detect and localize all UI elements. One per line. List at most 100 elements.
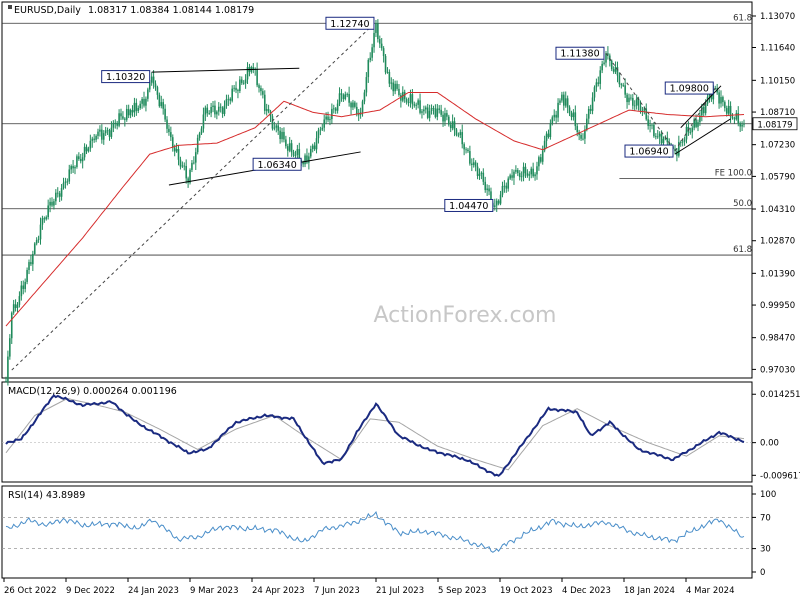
candle-body <box>279 130 281 140</box>
candle-body <box>265 109 268 111</box>
candle-body <box>112 122 115 128</box>
candle-body <box>302 162 304 165</box>
candle-body <box>494 205 496 207</box>
candle-body <box>632 97 634 106</box>
price-tick-label: 1.05790 <box>760 172 795 182</box>
price-tick-label: 1.02870 <box>760 237 795 247</box>
candle-body <box>342 94 345 100</box>
candle-body <box>327 116 329 121</box>
candle-body <box>363 92 366 102</box>
candle-body <box>724 102 726 109</box>
candle-body <box>505 185 508 189</box>
price-tick-label: 1.01390 <box>760 269 795 279</box>
candle-body <box>179 159 182 167</box>
candle-body <box>18 296 21 305</box>
candle-body <box>678 141 680 156</box>
candle-body <box>601 63 603 71</box>
candle-body <box>729 105 732 117</box>
candle-body <box>697 122 699 127</box>
candle-body <box>369 57 372 60</box>
candle-body <box>292 152 295 156</box>
candle-body <box>219 106 222 108</box>
candle-body <box>275 125 278 128</box>
candle-body <box>74 166 76 169</box>
candle-body <box>30 262 32 265</box>
candle-body <box>693 119 695 128</box>
candle-body <box>440 109 442 115</box>
candle-body <box>22 285 25 289</box>
candle-body <box>45 217 48 220</box>
candle-body <box>371 47 373 58</box>
swing-label: 1.10320 <box>106 72 145 83</box>
price-tick-label: 1.13070 <box>760 12 795 22</box>
candle-body <box>421 111 423 113</box>
candle-body <box>53 201 55 206</box>
candle-body <box>235 87 237 91</box>
candle-body <box>591 97 594 111</box>
candle-body <box>476 166 479 176</box>
time-tick-label: 7 Jun 2023 <box>314 586 360 596</box>
candle-body <box>162 102 164 109</box>
price-panel <box>1 1 753 379</box>
level-lines-layer: 61.8 FE 100.0 50.0 61.8 <box>2 13 752 256</box>
candle-body <box>551 117 554 124</box>
candle-body <box>152 76 155 84</box>
candle-body <box>281 131 283 140</box>
candle-body <box>388 71 391 84</box>
candle-body <box>317 130 320 139</box>
candle-body <box>338 93 341 104</box>
candle-body <box>409 94 412 103</box>
candle-body <box>20 285 23 297</box>
candle-body <box>229 98 232 101</box>
candle-body <box>520 176 523 178</box>
candle-body <box>58 193 61 197</box>
candle-body <box>517 170 519 174</box>
candle-body <box>154 83 157 88</box>
candle-body <box>193 162 195 164</box>
candle-body <box>461 132 464 145</box>
candle-body <box>129 110 132 116</box>
candle-body <box>319 129 322 131</box>
candle-body <box>417 100 419 105</box>
candle-body <box>237 90 239 92</box>
candle-body <box>43 218 46 220</box>
candle-body <box>28 262 30 270</box>
candle-body <box>610 60 613 70</box>
candle-body <box>679 141 682 143</box>
candle-body <box>407 102 410 103</box>
candle-body <box>731 116 734 119</box>
candle-body <box>124 118 126 120</box>
price-panel-frame <box>1 1 753 379</box>
candle-body <box>240 79 243 83</box>
candle-body <box>158 94 161 107</box>
candle-body <box>288 143 291 151</box>
candle-body <box>352 102 354 108</box>
swing-label: 1.12740 <box>330 19 369 30</box>
candle-body <box>64 181 67 183</box>
macd-title: MACD(12,26,9) 0.000264 0.001196 <box>8 386 177 397</box>
candle-body <box>41 218 44 225</box>
candle-body <box>430 108 433 111</box>
candle-body <box>147 89 149 99</box>
candle-body <box>206 107 209 114</box>
candle-body <box>127 108 130 116</box>
swing-label: 1.06340 <box>257 160 296 171</box>
candle-body <box>559 100 561 103</box>
candle-body <box>294 154 297 156</box>
candle-body <box>532 168 534 177</box>
swing-label-box <box>664 81 714 95</box>
candle-body <box>334 108 337 111</box>
time-tick-label: 9 Mar 2023 <box>190 586 238 596</box>
trendline <box>151 67 300 73</box>
candle-body <box>413 104 416 106</box>
candle-body <box>131 110 134 113</box>
candle-body <box>570 113 573 118</box>
candle-body <box>273 127 276 129</box>
candle-body <box>56 192 59 194</box>
candle-body <box>576 126 579 132</box>
candle-body <box>444 113 446 122</box>
candle-body <box>227 98 230 100</box>
candle-body <box>689 132 692 133</box>
candle-body <box>225 99 228 106</box>
candle-body <box>595 82 598 88</box>
